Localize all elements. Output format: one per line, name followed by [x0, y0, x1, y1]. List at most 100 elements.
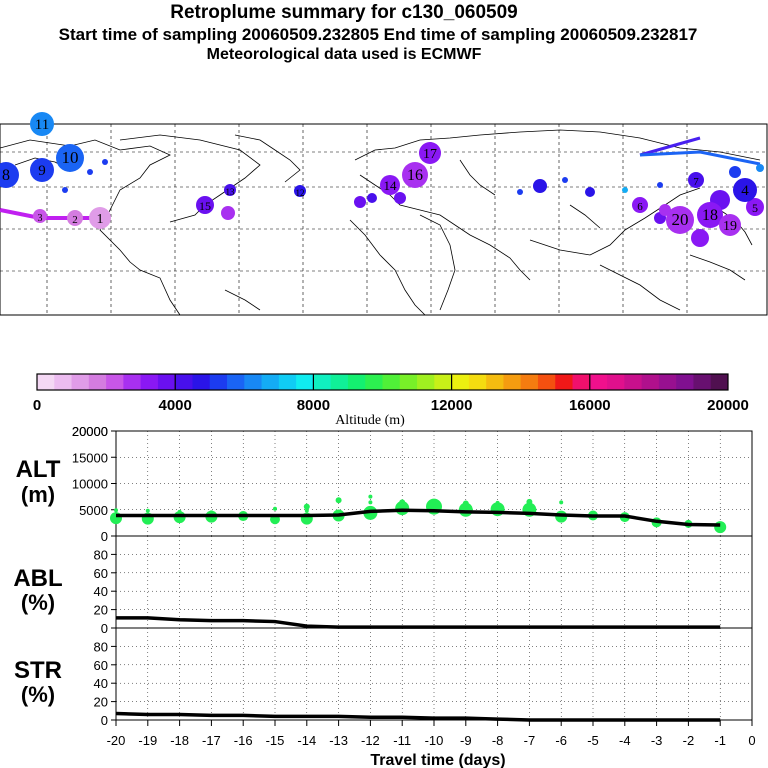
- tick-label-y: 0: [101, 621, 108, 636]
- colorbar-cell: [572, 374, 591, 390]
- colorbar-cell: [607, 374, 625, 390]
- tick-label-x: -4: [619, 733, 631, 748]
- colorbar-cell: [347, 374, 366, 390]
- colorbar-cell: [624, 374, 643, 390]
- colorbar-cell: [399, 374, 418, 390]
- data-point: [114, 508, 118, 513]
- tick-label-x: -10: [425, 733, 444, 748]
- map-marker-label: 11: [35, 117, 49, 133]
- map-marker: [666, 206, 694, 234]
- map-marker-label: 3: [38, 213, 43, 224]
- tick-label-x: -12: [361, 733, 380, 748]
- map-marker-dot: [87, 169, 93, 175]
- map-marker: [196, 196, 214, 214]
- tick-label-y: 40: [94, 676, 108, 691]
- colorbar-tick-label: 12000: [431, 397, 473, 414]
- tick-label-x: -9: [460, 733, 472, 748]
- tick-label-x: 0: [748, 733, 755, 748]
- sampling-times: Start time of sampling 20060509.232805 E…: [58, 25, 698, 44]
- map-marker-dot: [691, 229, 709, 247]
- data-point: [400, 504, 405, 509]
- met-data-label: Meteorological data used is ECMWF: [206, 46, 482, 63]
- map-marker-dot: [562, 177, 568, 183]
- data-point: [714, 521, 727, 534]
- map-marker-label: 16: [407, 167, 423, 184]
- panel-str: 0 20 40 60 80 STR(%): [14, 627, 753, 728]
- map-marker-label: 5: [752, 201, 758, 215]
- tick-label-x: -1: [714, 733, 726, 748]
- colorbar-cell: [693, 374, 712, 390]
- map-marker-label: 18: [702, 207, 718, 224]
- series-line: [116, 616, 721, 629]
- map-marker: [688, 172, 704, 188]
- tick-label-y: 60: [94, 566, 108, 581]
- colorbar-cell: [140, 374, 159, 390]
- colorbar-cell: [106, 374, 124, 390]
- tick-label-y: 80: [94, 547, 108, 562]
- tick-label-x: -8: [492, 733, 504, 748]
- panel-frame: [115, 535, 753, 629]
- colorbar-cell: [330, 374, 349, 390]
- map-marker-label: 2: [72, 214, 78, 226]
- data-point: [495, 500, 500, 505]
- panel-label: STR: [14, 657, 62, 684]
- colorbar-cell: [537, 374, 556, 390]
- tick-label-x: -19: [138, 733, 157, 748]
- colorbar-cell: [641, 374, 660, 390]
- colorbar-cell: [658, 374, 677, 390]
- map-marker-dot: [102, 159, 108, 165]
- x-axis-label: Travel time (days): [370, 752, 505, 768]
- map-marker-label: 9: [38, 163, 46, 179]
- colorbar-cell: [54, 374, 73, 390]
- colorbar-cell: [244, 374, 263, 390]
- map-marker: [30, 112, 54, 136]
- tick-label-x: -5: [587, 733, 599, 748]
- map-marker-label: 17: [423, 147, 437, 162]
- map-marker: [294, 185, 306, 197]
- colorbar-tick-label: 8000: [297, 397, 330, 414]
- colorbar-cell: [451, 374, 470, 390]
- map-marker: [380, 175, 400, 195]
- tick-label-x: -15: [266, 733, 285, 748]
- tick-label-y: 15000: [72, 450, 108, 465]
- tick-label-x: -16: [234, 733, 253, 748]
- tick-label-x: -11: [393, 733, 411, 748]
- tick-label-x: -3: [651, 733, 663, 748]
- colorbar-cell: [71, 374, 90, 390]
- map-marker-dot: [354, 196, 366, 208]
- map-marker-label: 4: [741, 183, 749, 199]
- map-marker-label: 12: [296, 188, 305, 198]
- map-marker-label: 7: [693, 176, 699, 188]
- colorbar-cell: [503, 374, 522, 390]
- tick-label-y: 5000: [79, 503, 108, 518]
- map-marker-label: 8: [2, 167, 10, 184]
- colorbar-cell: [227, 374, 245, 390]
- colorbar-cell: [417, 374, 435, 390]
- map-marker-dot: [533, 179, 547, 193]
- tick-label-y: 80: [94, 639, 108, 654]
- colorbar-tick-label: 4000: [159, 397, 192, 414]
- data-point: [273, 506, 277, 511]
- map-marker: [733, 178, 757, 202]
- tick-label-y: 0: [101, 529, 108, 544]
- map-marker-label: 13: [226, 187, 236, 197]
- colorbar-cell: [313, 374, 332, 390]
- tick-label-x: -20: [107, 733, 126, 748]
- tick-label-y: 60: [94, 658, 108, 673]
- tick-label-x: -13: [329, 733, 348, 748]
- tick-label-x: -7: [524, 733, 536, 748]
- colorbar-cell: [676, 374, 694, 390]
- tick-label-y: 20: [94, 603, 108, 618]
- map-marker-label: 19: [723, 219, 737, 234]
- colorbar-cell: [157, 374, 176, 390]
- map-marker: [56, 144, 84, 172]
- data-point: [304, 508, 309, 513]
- map-marker-dot: [221, 206, 235, 220]
- tick-label-x: -2: [683, 733, 695, 748]
- colorbar-cell: [123, 374, 142, 390]
- time-series-plots: 0500010000150002000020000ALT(m)020406080…: [13, 424, 753, 728]
- series-line: [116, 508, 721, 527]
- map-marker: [632, 197, 648, 213]
- colorbar-tick-label: 0: [33, 397, 41, 414]
